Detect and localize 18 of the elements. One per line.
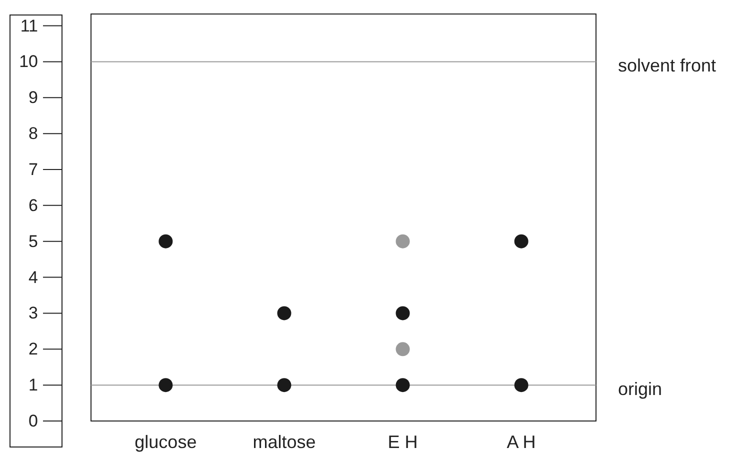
x-tick-label: glucose <box>134 432 197 452</box>
y-tick-label: 6 <box>28 196 38 215</box>
y-tick-label: 3 <box>28 304 38 323</box>
y-tick-label: 8 <box>28 124 38 144</box>
y-tick-label: 11 <box>20 16 38 36</box>
x-tick-label: E H <box>388 432 418 452</box>
y-tick-label: 9 <box>28 88 38 108</box>
y-tick-label: 4 <box>28 268 38 287</box>
ref-line-label: solvent front <box>618 56 716 76</box>
y-tick-label: 10 <box>19 52 38 72</box>
x-tick-label: A H <box>506 432 536 452</box>
y-tick-label: 0 <box>28 412 38 430</box>
y-tick-label: 2 <box>28 340 38 359</box>
ref-line-label: origin <box>618 379 662 400</box>
y-tick-label: 1 <box>28 376 38 395</box>
x-tick-label: maltose <box>252 432 316 452</box>
y-tick-label: 5 <box>28 232 38 251</box>
y-tick-label: 7 <box>28 160 38 179</box>
